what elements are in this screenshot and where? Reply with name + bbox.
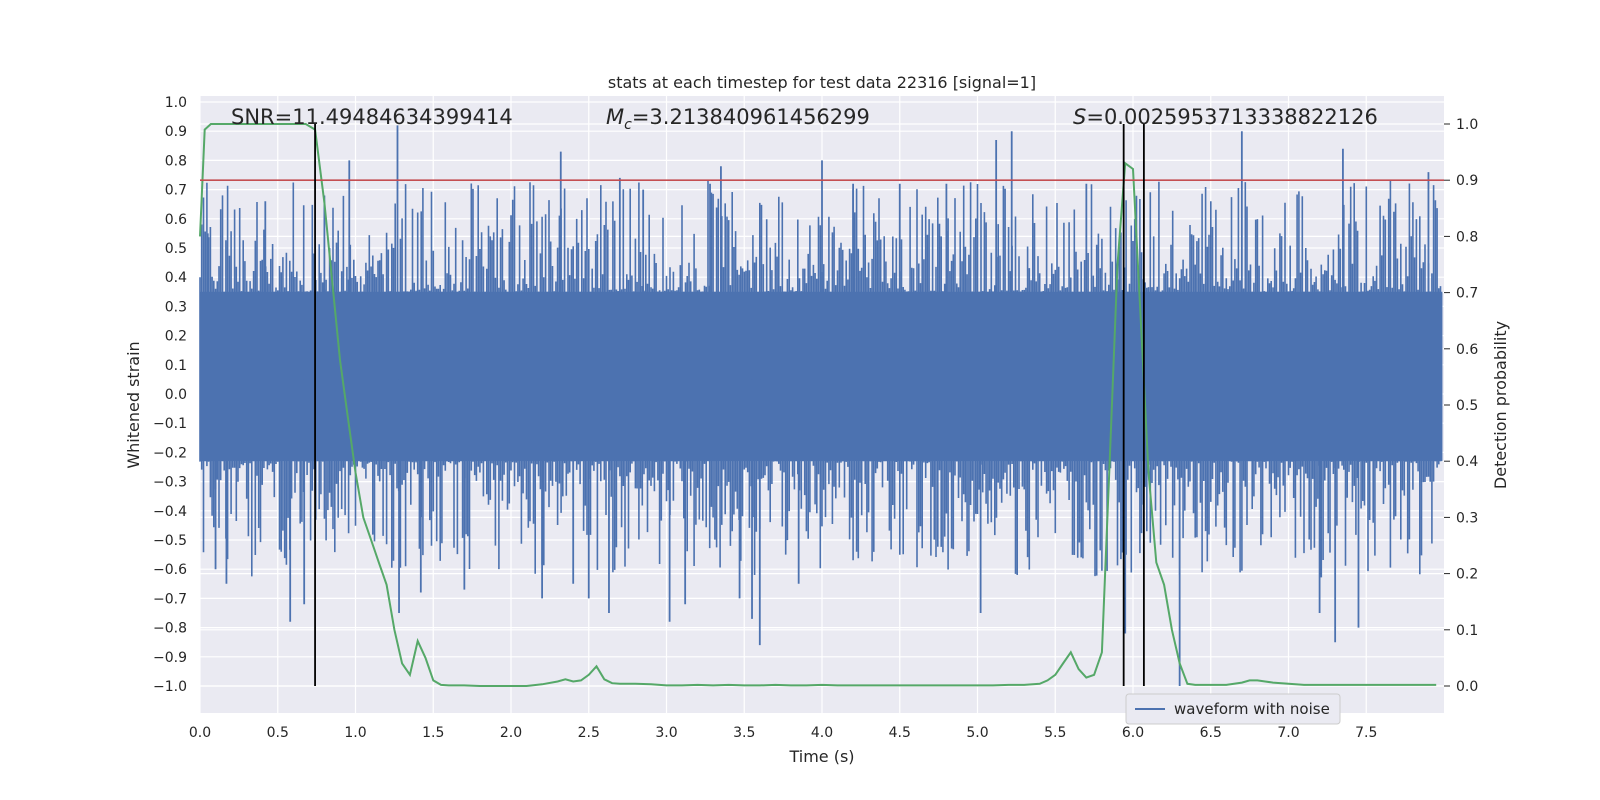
probability-series: [199, 123, 1437, 687]
x-tick-label: 6.0: [1122, 725, 1144, 741]
y-tick-label: 0.6: [165, 212, 187, 228]
y2-tick-label: 0.1: [1456, 623, 1478, 639]
x-tick-label: 6.5: [1200, 725, 1222, 741]
y2-tick-label: 0.8: [1456, 229, 1478, 245]
x-tick-label: 4.5: [889, 725, 911, 741]
y2-tick-label: 0.9: [1456, 173, 1478, 189]
overlay-lines: [200, 124, 1444, 686]
y-tick-label: 0.0: [165, 387, 187, 403]
y-tick-label: 1.0: [165, 95, 187, 111]
x-tick-label: 5.0: [966, 725, 988, 741]
y-tick-label: −0.5: [153, 533, 187, 549]
chirp-mass-subscript: c: [624, 117, 632, 133]
chirp-mass-value: =3.213840961456299: [632, 105, 870, 129]
y2-tick-label: 0.0: [1456, 679, 1478, 695]
y-tick-label: 0.1: [165, 358, 187, 374]
y-tick-label: −0.9: [153, 650, 187, 666]
s-symbol: S: [1073, 105, 1086, 129]
y-tick-label: 0.4: [165, 270, 187, 286]
y-tick-label: 0.9: [165, 124, 187, 140]
x-tick-label: 3.0: [655, 725, 677, 741]
y-tick-label: 0.8: [165, 153, 187, 169]
chart-title: stats at each timestep for test data 223…: [608, 73, 1036, 92]
legend-box: [1125, 693, 1341, 725]
y2-tick-label: 0.7: [1456, 286, 1478, 302]
y2-tick-label: 0.2: [1456, 567, 1478, 583]
x-tick-label: 0.5: [267, 725, 289, 741]
x-tick-label: 2.0: [500, 725, 522, 741]
x-tick-label: 7.0: [1277, 725, 1299, 741]
y-axis-title: Whitened strain: [124, 341, 143, 468]
y-tick-labels: 1.0 0.9 0.8 0.7 0.6 0.5 0.4 0.3 0.2 0.1 0.0 −0.1 −0.…: [153, 95, 187, 695]
y-tick-label: −0.4: [153, 504, 187, 520]
y-tick-label: −0.7: [153, 591, 187, 607]
s-value: =0.0025953713338822126: [1086, 105, 1378, 129]
y-tick-label: 0.2: [165, 329, 187, 345]
x-axis-title: Time (s): [788, 747, 854, 766]
y2-tick-label: 1.0: [1456, 117, 1478, 133]
chirp-mass-annotation: Mc=3.213840961456299: [606, 105, 870, 133]
legend-label-waveform: waveform with noise: [1174, 700, 1330, 718]
x-tick-label: 5.5: [1044, 725, 1066, 741]
x-tick-labels: 0.0 0.5 1.0 1.5 2.0 2.5 3.0 3.5 4.0 4.5 5.0 5.5 6.0 6…: [189, 725, 1378, 741]
y-tick-label: −0.6: [153, 562, 187, 578]
y2-tick-label: 0.5: [1456, 398, 1478, 414]
probability-line: [199, 123, 1437, 687]
y-tick-label: 0.5: [165, 241, 187, 257]
x-tick-label: 3.5: [733, 725, 755, 741]
y-tick-label: 0.3: [165, 299, 187, 315]
chirp-mass-symbol: M: [606, 105, 624, 129]
y2-tick-label: 0.6: [1456, 342, 1478, 358]
x-tick-label: 4.0: [811, 725, 833, 741]
x-tick-label: 1.5: [422, 725, 444, 741]
x-tick-label: 0.0: [189, 725, 211, 741]
y-tick-label: −1.0: [153, 679, 187, 695]
y2-tick-labels: 1.0 0.9 0.8 0.7 0.6 0.5 0.4 0.3 0.2 0.1 0.0: [1444, 117, 1478, 695]
s-annotation: S=0.0025953713338822126: [1073, 105, 1378, 129]
x-tick-label: 7.5: [1355, 725, 1377, 741]
x-tick-label: 1.0: [344, 725, 366, 741]
y2-axis-title: Detection probability: [1491, 321, 1510, 489]
y2-tick-label: 0.3: [1456, 510, 1478, 526]
y-tick-label: −0.3: [153, 475, 187, 491]
legend: waveform with noise: [1125, 693, 1341, 725]
strain-series: [199, 125, 1443, 686]
y-tick-label: −0.1: [153, 416, 187, 432]
y-tick-label: −0.8: [153, 621, 187, 637]
x-tick-label: 2.5: [578, 725, 600, 741]
y-tick-label: 0.7: [165, 183, 187, 199]
snr-annotation: SNR=11.49484634399414: [231, 105, 513, 129]
y-tick-label: −0.2: [153, 445, 187, 461]
y2-tick-label: 0.4: [1456, 454, 1478, 470]
